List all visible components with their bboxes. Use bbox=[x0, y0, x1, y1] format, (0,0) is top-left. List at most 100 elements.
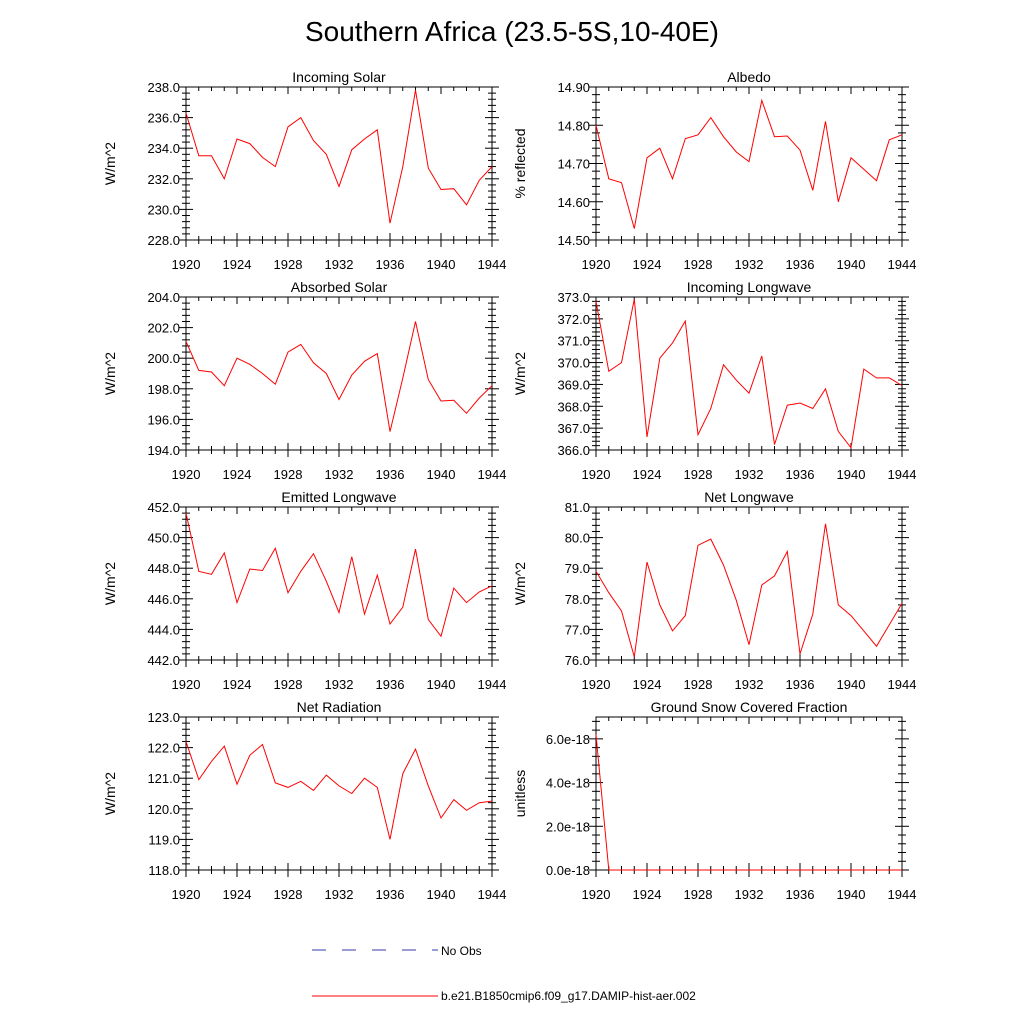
series-line bbox=[595, 299, 903, 450]
y-axis-label: W/m^2 bbox=[102, 352, 118, 395]
x-tick-label: 1928 bbox=[274, 257, 303, 272]
x-tick-label: 1936 bbox=[786, 677, 815, 692]
panel-title: Ground Snow Covered Fraction bbox=[651, 699, 848, 715]
x-tick-label: 1932 bbox=[735, 467, 764, 482]
y-tick-label: 369.0 bbox=[557, 377, 590, 392]
x-tick-label: 1920 bbox=[172, 467, 201, 482]
y-tick-label: 366.0 bbox=[557, 443, 590, 458]
x-tick-label: 1920 bbox=[172, 257, 201, 272]
x-tick-label: 1940 bbox=[427, 677, 456, 692]
x-tick-label: 1932 bbox=[325, 887, 354, 902]
y-tick-label: 196.0 bbox=[147, 412, 180, 427]
y-tick-label: 202.0 bbox=[147, 321, 180, 336]
panels-group: Incoming Solar W/m^2 1920 1924 1928 1932 1936 1… bbox=[102, 69, 916, 902]
y-tick-label: 194.0 bbox=[147, 443, 180, 458]
y-axis-label: % reflected bbox=[512, 128, 528, 198]
x-tick-label: 1932 bbox=[735, 677, 764, 692]
y-tick-label: 444.0 bbox=[147, 622, 180, 637]
series-line bbox=[595, 734, 902, 871]
y-tick-label: 238.0 bbox=[147, 80, 180, 95]
y-tick-label: 119.0 bbox=[148, 832, 180, 847]
x-tick-label: 1936 bbox=[376, 467, 405, 482]
y-tick-label: 122.0 bbox=[147, 741, 180, 756]
x-tick-label: 1944 bbox=[478, 467, 507, 482]
x-tick-label: 1936 bbox=[376, 257, 405, 272]
y-tick-label: 228.0 bbox=[147, 233, 180, 248]
y-tick-label: 14.90 bbox=[557, 80, 590, 95]
x-tick-label: 1928 bbox=[684, 677, 713, 692]
panel-title: Emitted Longwave bbox=[281, 489, 396, 505]
x-tick-label: 1940 bbox=[837, 677, 866, 692]
panel-ground-snow: Ground Snow Covered Fraction unitless 1920… bbox=[512, 699, 916, 902]
x-tick-label: 1936 bbox=[786, 887, 815, 902]
series-line bbox=[185, 741, 493, 840]
y-tick-label: 14.50 bbox=[557, 233, 590, 248]
y-tick-label: 79.0 bbox=[565, 561, 590, 576]
y-tick-label: 120.0 bbox=[147, 802, 180, 817]
x-tick-label: 1944 bbox=[478, 887, 507, 902]
x-tick-label: 1940 bbox=[837, 887, 866, 902]
y-tick-label: 14.80 bbox=[557, 118, 590, 133]
x-tick-label: 1940 bbox=[427, 257, 456, 272]
y-axis-label: W/m^2 bbox=[102, 142, 118, 185]
y-axis-label: W/m^2 bbox=[512, 352, 528, 395]
x-tick-label: 1924 bbox=[223, 467, 252, 482]
y-tick-label: 372.0 bbox=[557, 312, 590, 327]
x-tick-label: 1924 bbox=[223, 887, 252, 902]
legend-obs-label: No Obs bbox=[441, 944, 482, 958]
y-tick-label: 4.0e-18 bbox=[546, 776, 590, 791]
y-tick-label: 230.0 bbox=[147, 202, 180, 217]
y-tick-label: 452.0 bbox=[147, 500, 180, 515]
panel-incoming-solar: Incoming Solar W/m^2 1920 1924 1928 1932 1936 1… bbox=[102, 69, 506, 272]
y-tick-label: 368.0 bbox=[557, 399, 590, 414]
x-tick-label: 1936 bbox=[786, 257, 815, 272]
y-axis-label: unitless bbox=[512, 770, 528, 817]
y-tick-label: 76.0 bbox=[565, 653, 590, 668]
x-tick-label: 1940 bbox=[837, 467, 866, 482]
y-tick-label: 118.0 bbox=[148, 863, 180, 878]
series-line bbox=[185, 90, 493, 224]
y-tick-label: 200.0 bbox=[147, 351, 180, 366]
panel-incoming-longwave: Incoming Longwave W/m^2 1920 1924 1928 1932 19… bbox=[512, 279, 916, 482]
x-tick-label: 1936 bbox=[376, 887, 405, 902]
panel-absorbed-solar: Absorbed Solar W/m^2 1920 1924 1928 1932 1936 1… bbox=[102, 279, 506, 482]
y-tick-label: 446.0 bbox=[147, 592, 180, 607]
x-tick-label: 1928 bbox=[274, 467, 303, 482]
panel-title: Net Longwave bbox=[704, 489, 794, 505]
x-tick-label: 1936 bbox=[786, 467, 815, 482]
series-line bbox=[185, 512, 493, 638]
x-tick-label: 1944 bbox=[478, 677, 507, 692]
x-tick-label: 1920 bbox=[172, 677, 201, 692]
x-tick-label: 1940 bbox=[427, 887, 456, 902]
y-axis-label: W/m^2 bbox=[102, 772, 118, 815]
y-tick-label: 236.0 bbox=[147, 111, 180, 126]
panel-title: Incoming Solar bbox=[292, 69, 386, 85]
series-line bbox=[595, 98, 903, 229]
panel-title: Incoming Longwave bbox=[687, 279, 812, 295]
y-tick-label: 367.0 bbox=[557, 421, 590, 436]
y-tick-label: 123.0 bbox=[147, 710, 180, 725]
panel-title: Absorbed Solar bbox=[291, 279, 388, 295]
y-tick-label: 442.0 bbox=[147, 653, 180, 668]
y-tick-label: 121.0 bbox=[147, 771, 180, 786]
x-tick-label: 1924 bbox=[223, 677, 252, 692]
panel-title: Albedo bbox=[727, 69, 771, 85]
x-tick-label: 1932 bbox=[325, 467, 354, 482]
x-tick-label: 1940 bbox=[837, 257, 866, 272]
y-tick-label: 2.0e-18 bbox=[546, 819, 590, 834]
legend-model-label: b.e21.B1850cmip6.f09_g17.DAMIP-hist-aer.… bbox=[441, 989, 696, 1003]
series-line bbox=[185, 321, 493, 432]
x-tick-label: 1920 bbox=[582, 257, 611, 272]
x-tick-label: 1932 bbox=[735, 257, 764, 272]
x-tick-label: 1940 bbox=[427, 467, 456, 482]
x-tick-label: 1924 bbox=[633, 887, 662, 902]
panel-albedo: Albedo % reflected 1920 1924 1928 1932 1936 194… bbox=[512, 69, 916, 272]
panel-title: Net Radiation bbox=[297, 699, 382, 715]
panel-net-longwave: Net Longwave W/m^2 1920 1924 1928 1932 1936 194… bbox=[512, 489, 916, 692]
x-tick-label: 1924 bbox=[633, 467, 662, 482]
x-tick-label: 1928 bbox=[274, 887, 303, 902]
y-tick-label: 14.70 bbox=[557, 157, 590, 172]
x-tick-label: 1944 bbox=[888, 467, 917, 482]
y-tick-label: 198.0 bbox=[147, 382, 180, 397]
